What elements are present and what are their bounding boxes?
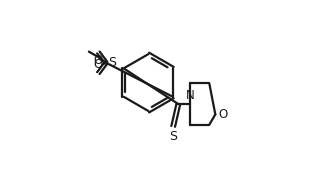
Text: O: O bbox=[218, 108, 227, 121]
Text: S: S bbox=[169, 130, 177, 143]
Text: O: O bbox=[93, 58, 102, 71]
Text: S: S bbox=[108, 56, 116, 69]
Text: N: N bbox=[186, 89, 195, 102]
Text: O: O bbox=[93, 54, 102, 67]
